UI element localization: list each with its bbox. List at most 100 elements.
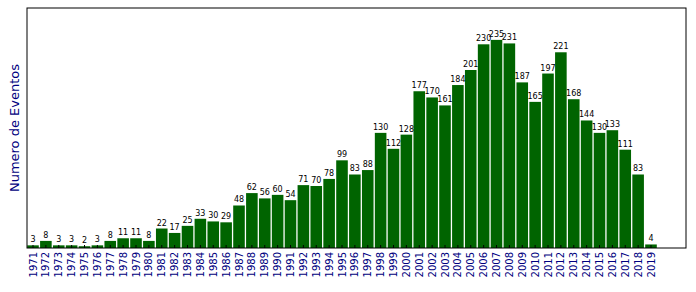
x-tick (342, 245, 343, 248)
data-label: 83 (633, 164, 643, 173)
x-tick (354, 245, 355, 248)
x-tick-label: 2010 (530, 252, 541, 277)
x-tick-label: 1978 (118, 252, 129, 277)
x-tick-label: 1982 (169, 252, 180, 277)
bar (504, 43, 516, 248)
x-tick-label: 1995 (337, 252, 348, 277)
x-tick-label: 2001 (414, 252, 425, 277)
data-label: 161 (437, 95, 452, 104)
x-tick-label: 1994 (324, 252, 335, 277)
bar (452, 85, 464, 248)
x-tick-label: 2016 (607, 252, 618, 277)
data-label: 8 (146, 231, 151, 240)
x-tick (329, 245, 330, 248)
x-tick (200, 245, 201, 248)
bar (568, 99, 580, 248)
bar (555, 52, 567, 248)
x-tick (393, 245, 394, 248)
x-tick-label: 2003 (440, 252, 451, 277)
bar (388, 149, 400, 248)
x-ticks: 1971197219731974197519761977197819791980… (28, 245, 657, 277)
data-label: 3 (69, 235, 74, 244)
x-tick-label: 1984 (195, 252, 206, 277)
x-tick-label: 2019 (646, 252, 657, 277)
bar (182, 226, 194, 248)
x-tick (496, 245, 497, 248)
x-tick (123, 245, 124, 248)
x-tick (457, 245, 458, 248)
data-label: 83 (350, 164, 360, 173)
data-label: 221 (553, 42, 568, 51)
x-tick (239, 245, 240, 248)
x-tick (470, 245, 471, 248)
x-tick (58, 245, 59, 248)
x-tick-label: 1992 (298, 252, 309, 277)
bar (529, 102, 541, 248)
x-tick (599, 245, 600, 248)
x-tick-label: 1977 (105, 252, 116, 277)
x-tick-label: 1973 (53, 252, 64, 277)
data-label: 197 (540, 64, 555, 73)
x-tick-label: 1975 (79, 252, 90, 277)
bar (645, 244, 657, 248)
bar (426, 97, 438, 248)
data-label: 231 (502, 33, 517, 42)
x-tick-label: 1986 (221, 252, 232, 277)
bar (246, 193, 258, 248)
x-tick-label: 1976 (92, 252, 103, 277)
bar (156, 229, 168, 248)
data-label: 128 (399, 125, 414, 134)
data-label: 33 (195, 209, 205, 218)
x-tick (226, 245, 227, 248)
x-tick-label: 2015 (594, 252, 605, 277)
x-tick (548, 245, 549, 248)
x-tick (432, 245, 433, 248)
x-tick (187, 245, 188, 248)
x-tick (251, 245, 252, 248)
x-tick-label: 1980 (143, 252, 154, 277)
x-tick (535, 245, 536, 248)
x-tick-label: 1971 (28, 252, 39, 277)
x-tick (110, 245, 111, 248)
data-label: 2 (82, 236, 87, 245)
data-label: 112 (386, 139, 401, 148)
x-tick-label: 2008 (504, 252, 515, 277)
data-label: 29 (221, 212, 231, 221)
bars (27, 40, 657, 248)
bar (336, 160, 348, 248)
bar (594, 133, 606, 248)
data-label: 71 (298, 175, 308, 184)
bar (542, 74, 554, 248)
data-label: 144 (579, 110, 594, 119)
x-tick-label: 2011 (543, 252, 554, 277)
data-label: 201 (463, 60, 478, 69)
bar (104, 241, 116, 248)
bar (607, 130, 619, 248)
x-tick (651, 245, 652, 248)
x-tick-label: 2018 (633, 252, 644, 277)
x-tick (161, 245, 162, 248)
data-label: 130 (373, 123, 388, 132)
bar (117, 238, 129, 248)
x-tick-label: 1987 (234, 252, 245, 277)
bar (465, 70, 477, 248)
data-label: 22 (157, 219, 167, 228)
data-label: 11 (118, 228, 128, 237)
data-label: 133 (605, 120, 620, 129)
x-tick (290, 245, 291, 248)
bar (143, 241, 155, 248)
bar (349, 174, 361, 248)
x-tick-label: 1979 (131, 252, 142, 277)
data-label: 70 (311, 176, 321, 185)
bar (130, 238, 142, 248)
x-tick (84, 245, 85, 248)
bar (362, 170, 374, 248)
x-tick-label: 2013 (568, 252, 579, 277)
x-tick (316, 245, 317, 248)
data-label: 54 (285, 190, 295, 199)
bar (259, 198, 271, 248)
y-axis-label: Numero de Eventos (7, 64, 22, 192)
x-tick (612, 245, 613, 248)
data-label: 3 (30, 235, 35, 244)
x-tick (264, 245, 265, 248)
